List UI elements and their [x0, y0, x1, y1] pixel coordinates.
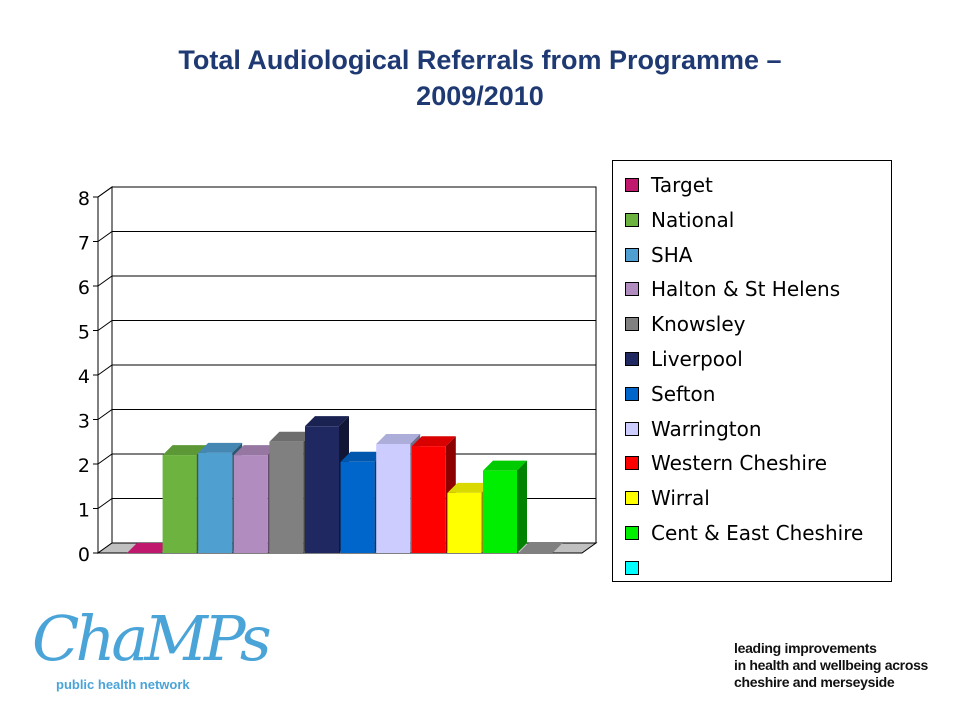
bar-unnamed	[518, 543, 563, 553]
bar-top	[198, 442, 243, 453]
legend-swatch	[625, 282, 639, 297]
logo-wordmark: ChaMPs	[32, 602, 272, 675]
legend-item	[625, 553, 651, 583]
gridline	[97, 320, 596, 331]
legend-item: Western Cheshire	[625, 448, 827, 478]
legend-swatch	[625, 352, 639, 366]
bar-cent-east-cheshire	[483, 460, 527, 553]
chart-title-line-1: Total Audiological Referrals from Progra…	[178, 45, 782, 75]
y-tick-label: 5	[78, 322, 90, 344]
legend-swatch	[625, 178, 639, 192]
legend-label: Knowsley	[651, 312, 746, 337]
bar-front	[162, 455, 197, 553]
legend-label: Warrington	[651, 416, 762, 441]
legend-label: Sefton	[651, 381, 716, 406]
bar-top	[483, 460, 527, 471]
y-tick-label: 4	[78, 366, 90, 388]
bar-front	[376, 443, 411, 553]
bar-front	[411, 446, 446, 553]
legend-swatch	[625, 456, 639, 471]
bar-target	[127, 543, 171, 553]
legend-item: Warrington	[625, 414, 762, 444]
bar-top	[233, 445, 278, 456]
bar-top	[411, 436, 456, 447]
legend-swatch	[625, 317, 639, 332]
bar-front	[483, 470, 517, 553]
bar-side	[517, 460, 527, 553]
bar-top	[127, 543, 171, 553]
bar-top	[340, 451, 385, 462]
legend-item: Knowsley	[625, 309, 746, 339]
bar-front	[447, 492, 482, 553]
bar-front	[198, 452, 233, 553]
bar-top	[376, 433, 421, 444]
bar-top	[518, 543, 563, 553]
tagline: leading improvements in health and wellb…	[734, 640, 954, 691]
tagline-line-1: leading improvements	[734, 640, 877, 656]
y-tick-label: 2	[78, 455, 90, 477]
legend-item: Cent & East Cheshire	[625, 518, 863, 548]
legend-item: SHA	[625, 240, 692, 270]
legend-label: Target	[651, 173, 713, 197]
legend-swatch	[625, 560, 639, 575]
legend-label: Cent & East Cheshire	[651, 521, 864, 545]
bar-front	[269, 441, 304, 553]
bar-top	[162, 445, 207, 456]
gridline	[97, 364, 596, 376]
y-tick-label: 0	[78, 544, 90, 566]
gridline	[97, 409, 596, 420]
legend-label: National	[651, 207, 735, 232]
chart-legend: Target National SHA Halton & St Helens Knows…	[612, 160, 892, 582]
gridline	[97, 275, 596, 287]
gridline	[97, 231, 596, 242]
bar-front	[305, 426, 339, 553]
chart-title: Total Audiological Referrals from Progra…	[0, 42, 960, 114]
legend-label: Western Cheshire	[651, 451, 828, 476]
y-tick-label: 6	[78, 277, 90, 299]
y-tick-label: 8	[78, 188, 90, 210]
legend-item: Wirral	[625, 483, 710, 513]
legend-swatch	[625, 247, 639, 262]
legend-swatch	[625, 212, 639, 227]
legend-item: Halton & St Helens	[625, 274, 840, 304]
legend-label: Liverpool	[651, 347, 743, 371]
bar-top	[269, 431, 314, 442]
gridline	[97, 186, 596, 198]
legend-swatch	[625, 491, 639, 506]
legend-swatch	[625, 526, 639, 540]
legend-item: Liverpool	[625, 344, 743, 374]
y-tick-label: 3	[78, 411, 90, 433]
tagline-line-2: in health and wellbeing across	[734, 657, 929, 673]
legend-label: Wirral	[651, 486, 710, 511]
champs-logo: ChaMPs public health network	[28, 602, 272, 697]
y-tick-label: 7	[78, 233, 90, 255]
bar-top	[305, 416, 349, 427]
legend-swatch	[625, 421, 639, 436]
legend-item: Target	[625, 170, 713, 200]
bar-front	[340, 461, 375, 553]
chart-title-line-2: 2009/2010	[416, 81, 544, 111]
legend-item: National	[625, 205, 734, 235]
bar-top	[447, 482, 492, 493]
legend-label: Halton & St Helens	[651, 277, 841, 302]
legend-item: Sefton	[625, 379, 715, 409]
legend-swatch	[625, 386, 639, 401]
bar-front	[233, 455, 268, 553]
logo-subtitle: public health network	[56, 677, 190, 692]
legend-label: SHA	[651, 242, 693, 267]
tagline-line-3: cheshire and merseyside	[734, 674, 895, 690]
y-tick-label: 1	[78, 500, 90, 522]
